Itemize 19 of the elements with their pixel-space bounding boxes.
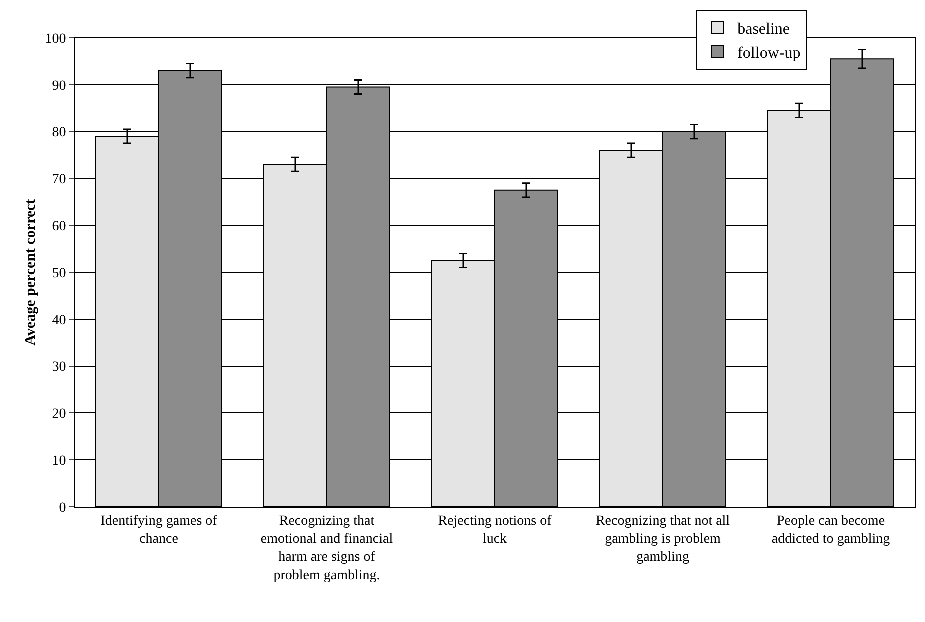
y-tick-label: 60 [52, 220, 66, 234]
y-tick-label: 70 [52, 172, 66, 188]
x-tick-label: Recognizing that emotional and financial harm are signs of problem gambling. [260, 514, 394, 584]
y-tick-label: 90 [52, 78, 66, 94]
x-tick-label: People can become addicted to gambling [772, 514, 890, 547]
x-tick-label: Identifying games of chance [100, 514, 218, 547]
legend-label: follow-up [738, 44, 801, 62]
y-tick-label: 0 [59, 500, 66, 516]
y-tick-label: 50 [52, 266, 66, 282]
y-tick-label: 10 [52, 454, 66, 469]
y-tick-label: 100 [45, 32, 66, 47]
x-tick-label: Recognizing that not all gambling is problem gambling [596, 514, 730, 566]
y-tick-label: 20 [52, 407, 66, 422]
y-tick-label: 80 [52, 126, 66, 141]
y-axis-title: Aveage percent correct [23, 199, 39, 346]
legend-label: baseline [738, 21, 790, 38]
y-tick-label: 30 [52, 360, 66, 376]
x-tick-label: Rejecting notions of luck [438, 514, 552, 547]
y-tick-label: 40 [52, 313, 66, 328]
